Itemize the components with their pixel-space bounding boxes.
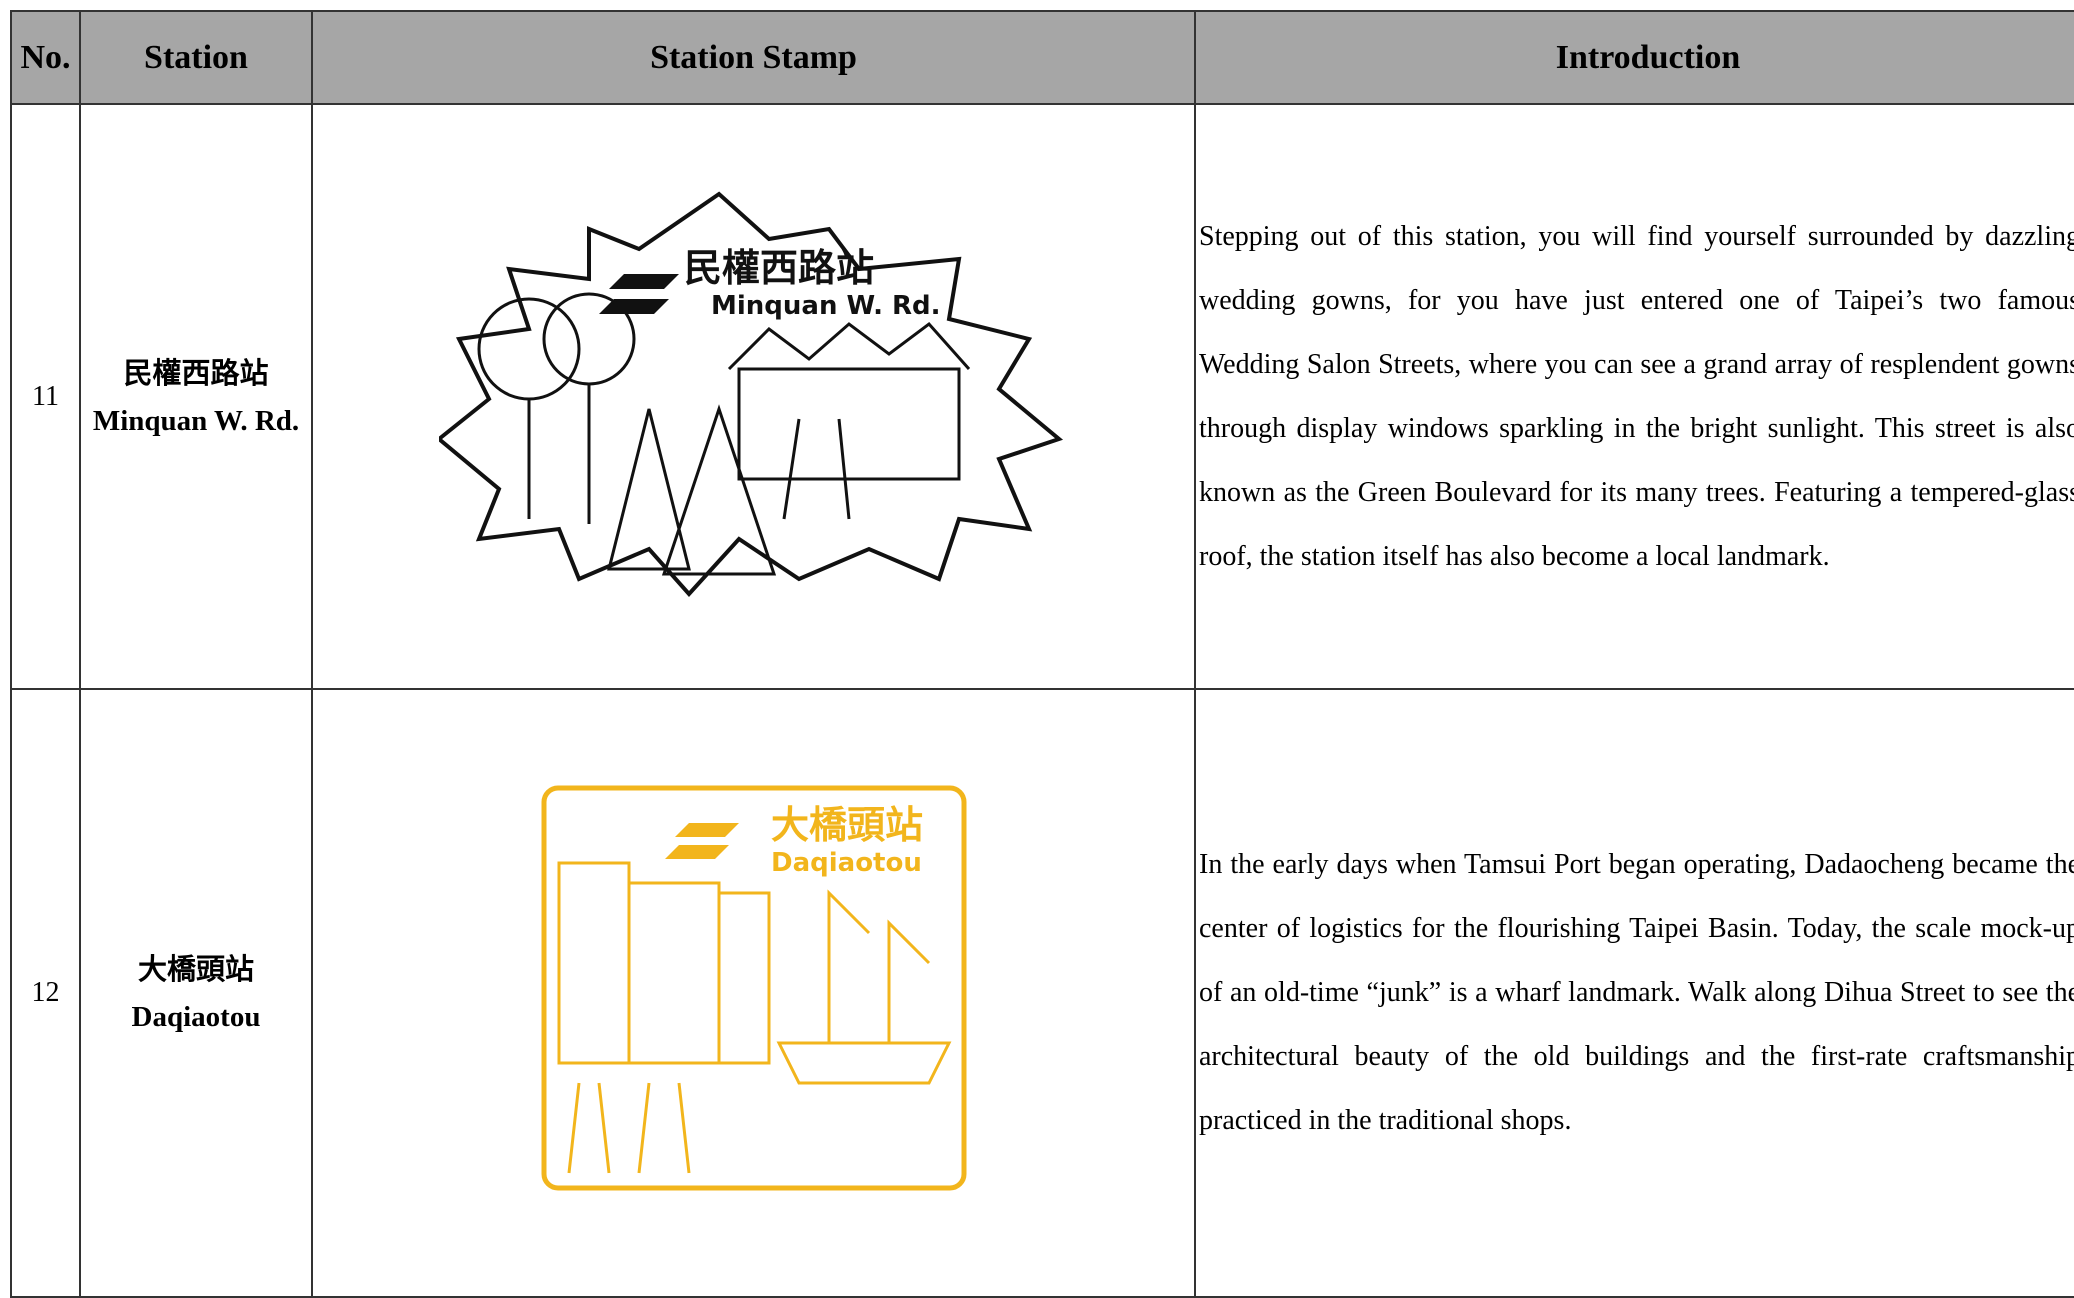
header-cell: Station Stamp	[311, 10, 1196, 105]
introduction-cell: In the early days when Tamsui Port began…	[1194, 688, 2074, 1298]
station-cell: 民權西路站 Minquan W. Rd.	[79, 103, 313, 690]
station-en: Minquan W. Rd.	[92, 404, 300, 437]
header-cell: Station	[79, 10, 313, 105]
illustration	[477, 292, 970, 576]
stamp-frame	[541, 785, 966, 1191]
station-en: Daqiaotou	[131, 1001, 261, 1033]
station-zh: 大橋頭站	[137, 952, 254, 986]
introduction-cell: Stepping out of this station, you will f…	[1194, 103, 2074, 690]
stamp-image: 民權西路站 Minquan W. Rd.	[435, 191, 1063, 597]
stamp-zh: 民權西路站	[684, 246, 874, 290]
header-cell: No.	[10, 10, 81, 105]
starburst	[435, 191, 1063, 597]
number-cell: 12	[10, 688, 81, 1298]
row: 12 大橋頭站 Daqiaotou 大橋頭站 Daqiaotou In the …	[10, 688, 2074, 1298]
stamp-en: Daqiaotou	[771, 848, 922, 878]
header-cell: Introduction	[1194, 10, 2074, 105]
stamp-zh: 大橋頭站	[771, 803, 923, 847]
stamp-cell: 民權西路站 Minquan W. Rd.	[311, 103, 1196, 690]
stamp-table: No. Station Station Stamp Introduction 1…	[10, 10, 2074, 1298]
station-zh: 民權西路站	[123, 355, 269, 390]
row: 11 民權西路站 Minquan W. Rd. 民權西路站 Minquan W.…	[10, 103, 2074, 690]
illustration	[557, 861, 951, 1174]
logo	[598, 274, 679, 314]
stamp-cell: 大橋頭站 Daqiaotou	[311, 688, 1196, 1298]
stamp-en: Minquan W. Rd.	[711, 291, 941, 321]
header-row: No. Station Station Stamp Introduction	[10, 10, 2074, 105]
station-cell: 大橋頭站 Daqiaotou	[79, 688, 313, 1298]
logo	[664, 823, 739, 859]
stamp-image: 大橋頭站 Daqiaotou	[541, 785, 966, 1191]
number-cell: 11	[10, 103, 81, 690]
